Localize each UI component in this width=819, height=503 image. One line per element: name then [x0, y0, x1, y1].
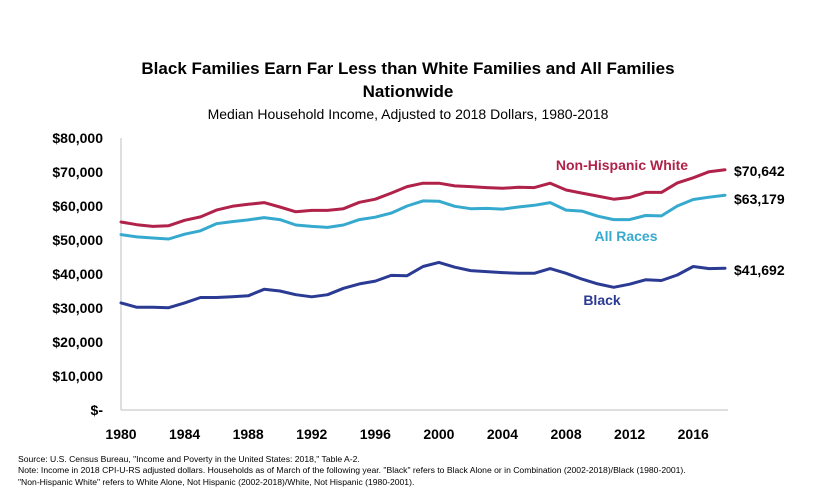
x-tick-label: 1980 — [105, 426, 136, 442]
y-tick-label: $50,000 — [52, 232, 103, 248]
y-tick-label: $30,000 — [52, 300, 103, 316]
x-tick-label: 2008 — [550, 426, 581, 442]
end-value-label-non-hispanic-white: $70,642 — [734, 163, 785, 179]
y-tick-label: $80,000 — [52, 130, 103, 146]
end-value-label-black: $41,692 — [734, 262, 785, 278]
x-tick-label: 1988 — [233, 426, 264, 442]
series-label-non-hispanic-white: Non-Hispanic White — [556, 157, 688, 173]
series-line-non-hispanic-white — [119, 168, 727, 228]
x-tick-label: 1996 — [360, 426, 391, 442]
x-tick-label: 2016 — [678, 426, 709, 442]
series-label-all-races: All Races — [594, 228, 657, 244]
y-tick-label: $60,000 — [52, 198, 103, 214]
series-label-black: Black — [583, 292, 621, 308]
y-tick-label: $10,000 — [52, 368, 103, 384]
x-tick-label: 2000 — [423, 426, 454, 442]
chart-notes: Source: U.S. Census Bureau, "Income and … — [18, 454, 808, 488]
y-tick-label: $20,000 — [52, 334, 103, 350]
source-note: Source: U.S. Census Bureau, "Income and … — [18, 454, 360, 464]
series-lines — [119, 168, 727, 310]
y-tick-label: $- — [91, 402, 104, 418]
x-tick-labels: 1980 1984 1988 1992 1996 2000 2004 2008 2012 2016 — [105, 426, 709, 442]
series-line-all-races — [119, 193, 727, 241]
x-tick-label: 1992 — [296, 426, 327, 442]
x-tick-label: 2012 — [614, 426, 645, 442]
y-tick-label: $70,000 — [52, 164, 103, 180]
x-tick-label: 1984 — [169, 426, 200, 442]
definition-note: "Non-Hispanic White" refers to White Alo… — [18, 476, 415, 487]
x-tick-label: 2004 — [487, 426, 518, 442]
chart-title-line2: Nationwide — [363, 82, 454, 101]
end-value-label-all-races: $63,179 — [734, 191, 785, 207]
income-note: Note: Income in 2018 CPI-U-RS adjusted d… — [18, 465, 686, 476]
y-tick-label: $40,000 — [52, 266, 103, 282]
chart-title-line1: Black Families Earn Far Less than White … — [141, 59, 674, 78]
chart-subtitle: Median Household Income, Adjusted to 201… — [208, 106, 609, 122]
y-tick-labels: $- $10,000 $20,000 $30,000 $40,000 $50,000 $60… — [52, 130, 103, 418]
series-line-black — [119, 260, 727, 310]
